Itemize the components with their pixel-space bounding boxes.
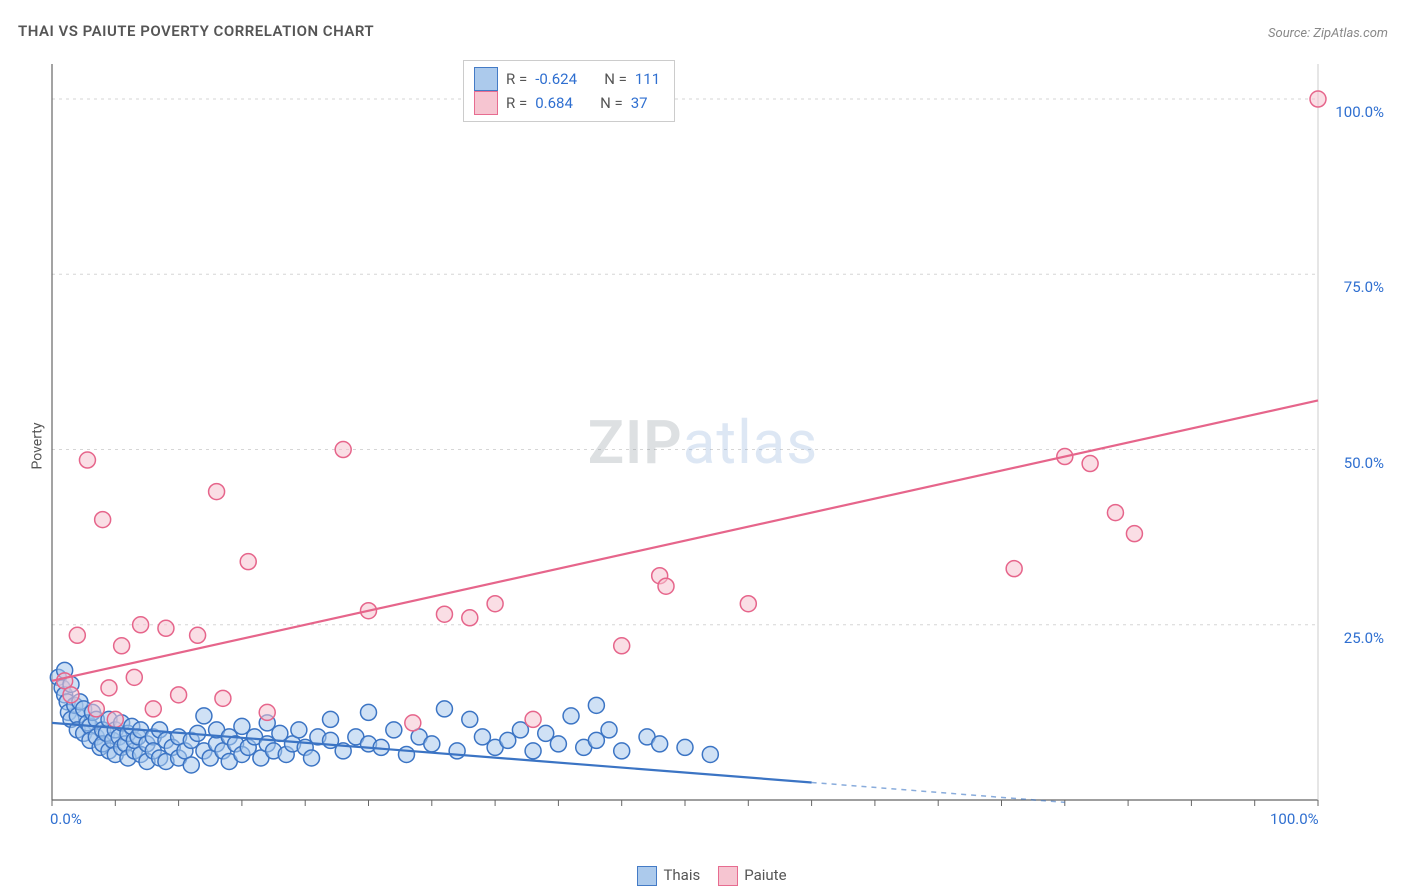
x-tick-label: 100.0% [1270,810,1319,828]
chart-title: THAI VS PAIUTE POVERTY CORRELATION CHART [18,22,374,40]
correlation-legend: R = -0.624 N = 111R = 0.684 N = 37 [463,60,675,122]
legend-r-label: R = [506,68,527,90]
legend-series-label: Paiute [744,866,786,884]
chart-container: THAI VS PAIUTE POVERTY CORRELATION CHART… [0,0,1406,892]
legend-n-label: N = [600,92,623,114]
legend-r-label: R = [506,92,527,114]
y-tick-label: 50.0% [1344,454,1384,472]
legend-r-value: -0.624 [535,68,577,90]
y-axis-label: Poverty [30,422,46,469]
legend-swatch [718,866,738,886]
x-tick-label: 0.0% [50,810,82,828]
legend-swatch [637,866,657,886]
legend-swatch [474,91,498,115]
legend-row: R = -0.624 N = 111 [474,67,660,91]
y-tick-label: 100.0% [1335,103,1384,121]
series-legend: Thais Paiute [0,866,1406,886]
y-tick-label: 25.0% [1344,629,1384,647]
source-label: Source: ZipAtlas.com [1268,26,1388,41]
y-tick-label: 75.0% [1344,278,1384,296]
legend-series-label: Thais [663,866,700,884]
legend-swatch [474,67,498,91]
legend-n-value: 111 [635,68,660,90]
legend-n-value: 37 [631,92,648,114]
legend-n-label: N = [604,68,627,90]
legend-row: R = 0.684 N = 37 [474,91,660,115]
scatter-plot [48,58,1388,836]
legend-r-value: 0.684 [535,92,573,114]
